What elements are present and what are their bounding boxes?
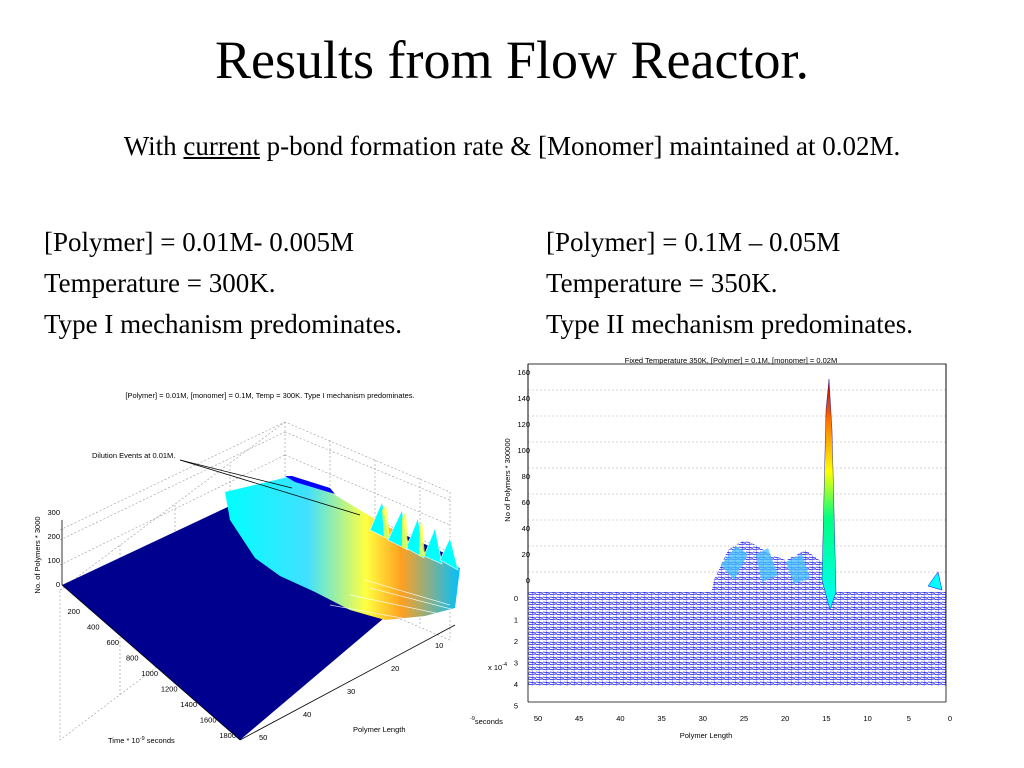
left-time-tick-1: 400 bbox=[87, 623, 100, 632]
left-time-tick-7: 1600 bbox=[200, 716, 217, 725]
left-annotation-arrow bbox=[179, 459, 293, 489]
left-chart-title: [Polymer] = 0.01M, [monomer] = 0.1M, Tem… bbox=[125, 391, 414, 400]
right-conditions: [Polymer] = 0.1M – 0.05M Temperature = 3… bbox=[546, 222, 913, 345]
left-length-tick-2: 30 bbox=[347, 687, 355, 696]
right-time-tick-0: 0 bbox=[514, 594, 518, 603]
right-length-tick-10: 0 bbox=[948, 714, 952, 723]
right-time-ticks: 0 1 2 3 4 5 bbox=[514, 594, 518, 711]
right-length-tick-8: 10 bbox=[863, 714, 871, 723]
left-time-tick-8: 1800 bbox=[219, 731, 236, 740]
right-z-tick-0: 0 bbox=[526, 576, 530, 585]
right-z-tick-5: 100 bbox=[517, 446, 530, 455]
slide-subtitle: With current p-bond formation rate & [Mo… bbox=[0, 128, 1024, 164]
left-time-tick-6: 1400 bbox=[180, 700, 197, 709]
left-length-tick-1: 20 bbox=[391, 664, 399, 673]
right-chart-title: Fixed Temperature 350K, [Polymer] = 0.1M… bbox=[625, 356, 837, 365]
right-time-tick-5: 5 bbox=[514, 702, 518, 711]
right-time-tick-2: 2 bbox=[514, 637, 518, 646]
subtitle-emphasis: current bbox=[183, 131, 260, 161]
right-length-tick-4: 30 bbox=[699, 714, 707, 723]
left-time-tick-4: 1000 bbox=[141, 669, 158, 678]
right-time-scale: x 10-4 bbox=[488, 662, 507, 672]
left-length-axis-label: Polymer Length bbox=[353, 725, 406, 734]
left-mechanism-line: Type I mechanism predominates. bbox=[44, 309, 403, 339]
right-length-ticks: 50 45 40 35 30 25 20 15 10 5 0 bbox=[534, 714, 952, 723]
left-length-tick-4: 50 bbox=[259, 733, 267, 742]
right-time-tick-4: 4 bbox=[514, 680, 518, 689]
left-temperature-line: Temperature = 300K. bbox=[44, 268, 276, 298]
left-length-tick-3: 40 bbox=[303, 710, 311, 719]
left-surface-chart: [Polymer] = 0.01M, [monomer] = 0.1M, Tem… bbox=[33, 391, 460, 745]
right-z-tick-7: 140 bbox=[517, 394, 530, 403]
right-temperature-line: Temperature = 350K. bbox=[546, 268, 778, 298]
left-polymer-line: [Polymer] = 0.01M- 0.005M bbox=[44, 227, 354, 257]
right-length-tick-0: 50 bbox=[534, 714, 542, 723]
right-time-label: -9seconds bbox=[470, 716, 503, 726]
left-z-ticks: 0 100 200 300 bbox=[47, 508, 60, 589]
right-surface-chart: Fixed Temperature 350K, [Polymer] = 0.1M… bbox=[470, 356, 952, 740]
right-length-tick-1: 45 bbox=[575, 714, 583, 723]
left-time-tick-2: 600 bbox=[106, 638, 119, 647]
right-z-tick-6: 120 bbox=[517, 420, 530, 429]
right-length-tick-6: 20 bbox=[781, 714, 789, 723]
left-z-tick-3: 300 bbox=[47, 508, 60, 517]
right-z-ticks: 0 20 40 60 80 100 120 140 160 bbox=[517, 368, 530, 585]
left-time-tick-3: 800 bbox=[126, 654, 139, 663]
right-mechanism-line: Type II mechanism predominates. bbox=[546, 309, 913, 339]
slide-title: Results from Flow Reactor. bbox=[215, 30, 809, 90]
right-z-tick-2: 40 bbox=[522, 524, 530, 533]
left-annotation: Dilution Events at 0.01M. bbox=[92, 451, 175, 460]
left-time-tick-0: 200 bbox=[67, 607, 80, 616]
left-time-axis-label: Time * 10-9 seconds bbox=[108, 736, 175, 745]
right-polymer-line: [Polymer] = 0.1M – 0.05M bbox=[546, 227, 841, 257]
left-ridge-band bbox=[225, 476, 460, 620]
right-length-tick-5: 25 bbox=[740, 714, 748, 723]
right-z-tick-1: 20 bbox=[522, 550, 530, 559]
left-z-tick-0: 0 bbox=[56, 580, 60, 589]
left-time-tick-5: 1200 bbox=[161, 685, 178, 694]
left-z-tick-1: 100 bbox=[47, 556, 60, 565]
right-length-axis-label: Polymer Length bbox=[680, 731, 733, 740]
right-length-tick-2: 40 bbox=[616, 714, 624, 723]
right-z-tick-8: 160 bbox=[517, 368, 530, 377]
right-tall-spike bbox=[821, 378, 837, 611]
right-length-tick-7: 15 bbox=[822, 714, 830, 723]
left-length-ticks: 10 20 30 40 50 bbox=[259, 641, 443, 742]
right-z-tick-4: 80 bbox=[522, 472, 530, 481]
subtitle-prefix: With bbox=[123, 131, 184, 161]
left-z-label: No. of Polymers * 3000 bbox=[33, 516, 42, 593]
subtitle-suffix: p-bond formation rate & [Monomer] mainta… bbox=[259, 131, 901, 161]
left-z-tick-2: 200 bbox=[47, 532, 60, 541]
right-time-tick-1: 1 bbox=[514, 616, 518, 625]
left-length-tick-0: 10 bbox=[435, 641, 443, 650]
right-length-tick-9: 5 bbox=[907, 714, 911, 723]
right-z-label: No of Polymers * 300000 bbox=[503, 438, 512, 521]
left-conditions: [Polymer] = 0.01M- 0.005M Temperature = … bbox=[44, 222, 402, 345]
right-time-tick-3: 3 bbox=[514, 659, 518, 668]
right-length-tick-3: 35 bbox=[657, 714, 665, 723]
right-z-tick-3: 60 bbox=[522, 498, 530, 507]
